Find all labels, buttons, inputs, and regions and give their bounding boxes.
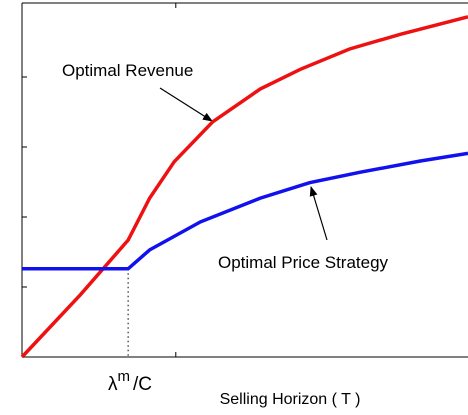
arrow (309, 186, 328, 241)
series-line (20, 15, 468, 359)
series-line (22, 151, 468, 271)
marker-rest: /C (133, 374, 152, 395)
arrow (159, 87, 213, 122)
marker-sup: m (118, 368, 131, 385)
annotation: Optimal Revenue (62, 61, 193, 80)
x-marker-label: λm/C (108, 368, 152, 395)
annotation: Optimal Price Strategy (218, 253, 389, 272)
x-axis-label: Selling Horizon ( T ) (220, 391, 361, 408)
marker-base: λ (108, 374, 118, 395)
